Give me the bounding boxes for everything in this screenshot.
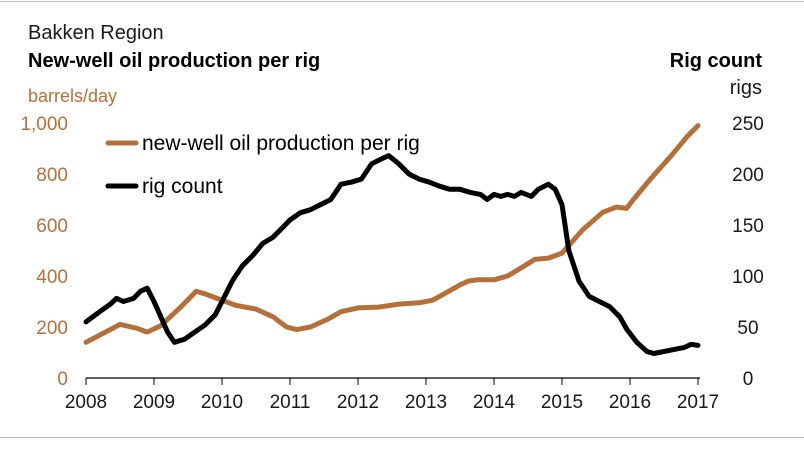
right-axis-title: Rig count [669, 50, 762, 72]
right-axis-unit: rigs [729, 77, 762, 99]
x-tick-label: 2009 [133, 392, 175, 413]
right-y-tick-label: 200 [732, 165, 764, 186]
legend-label: rig count [142, 175, 223, 198]
x-tick-label: 2017 [677, 392, 719, 413]
x-tick-label: 2010 [201, 392, 243, 413]
left-y-tick-label: 200 [36, 318, 68, 339]
right-y-tick-label: 150 [732, 216, 764, 237]
x-tick-label: 2014 [473, 392, 516, 413]
rig-count-series-line [83, 153, 701, 356]
left-axis-title: New-well oil production per rig [28, 50, 321, 72]
region-label: Bakken Region [28, 22, 164, 44]
left-y-tick-label: 800 [36, 165, 68, 186]
left-y-tick-label: 600 [36, 216, 68, 237]
left-y-tick-label: 0 [57, 369, 68, 390]
legend-label: new-well oil production per rig [142, 132, 420, 155]
right-y-tick-label: 50 [737, 318, 758, 339]
x-tick-label: 2008 [65, 392, 107, 413]
bottom-rule [0, 437, 804, 438]
x-tick-label: 2016 [609, 392, 651, 413]
x-tick-label: 2015 [541, 392, 583, 413]
production-series-line [83, 123, 701, 345]
right-y-tick-label: 0 [743, 369, 754, 390]
left-y-tick-label: 400 [36, 267, 68, 288]
x-tick-label: 2012 [337, 392, 379, 413]
right-y-tick-label: 250 [732, 114, 764, 135]
left-y-tick-label: 1,000 [20, 114, 68, 135]
right-y-tick-label: 100 [732, 267, 764, 288]
top-rule [0, 1, 804, 2]
x-tick-label: 2011 [270, 392, 311, 413]
left-axis-unit: barrels/day [28, 86, 118, 106]
x-tick-label: 2013 [405, 392, 447, 413]
